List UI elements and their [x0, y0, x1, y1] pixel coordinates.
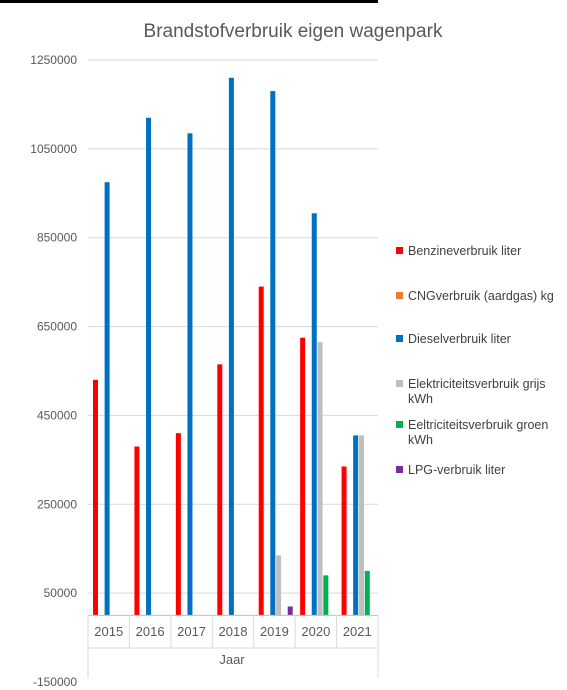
bar-benzineverbruik-2020 — [300, 337, 306, 616]
y-tick-label: 1050000 — [30, 142, 77, 156]
x-tick-label: 2020 — [301, 624, 330, 639]
bar-dieselverbruik-2018 — [228, 77, 234, 616]
y-tick-label: 1250000 — [30, 53, 77, 67]
bar-benzineverbruik-2015 — [93, 379, 98, 616]
bar-eeltriciteitsverbruik-2021 — [364, 570, 370, 616]
x-tick-label: 2018 — [219, 624, 248, 639]
bar-benzineverbruik-2018 — [217, 364, 223, 616]
legend-item-diesel: Dieselverbruik liter — [396, 332, 566, 347]
bar-dieselverbruik-2019 — [270, 91, 276, 616]
bar-dieselverbruik-2015 — [104, 182, 110, 616]
bar-benzineverbruik-2016 — [134, 446, 140, 616]
bar-lpg-verbruik-2019 — [287, 606, 293, 616]
bar-elektriciteitsverbruik-2019 — [276, 555, 282, 616]
x-tick-label: 2021 — [343, 624, 372, 639]
bar-dieselverbruik-2016 — [146, 117, 152, 616]
bars — [93, 77, 370, 616]
legend-swatch-cng — [396, 292, 403, 299]
legend-swatch-lpg — [396, 466, 403, 473]
legend-label-benzine: Benzineverbruik liter — [408, 244, 522, 258]
x-tick-label: 2015 — [94, 624, 123, 639]
x-tick-label: 2019 — [260, 624, 289, 639]
legend-item-lpg: LPG-verbruik liter — [396, 463, 566, 478]
x-axis: 2015 2016 2017 2018 2019 2020 2021 — [87, 614, 379, 678]
bar-elektriciteitsverbruik-2021 — [358, 435, 364, 616]
chart-title: Brandstofverbruik eigen wagenpark — [144, 21, 443, 42]
legend-item-elek-groen: Eeltriciteitsverbruik groen kWh — [396, 418, 566, 448]
legend-swatch-elek-groen — [396, 421, 403, 428]
bar-benzineverbruik-2021 — [341, 466, 347, 616]
legend-label-elek-grijs: Elektriciteitsverbruik grijs kWh — [408, 377, 546, 406]
legend-swatch-benzine — [396, 247, 403, 254]
legend-swatch-diesel — [396, 335, 403, 342]
y-tick-label: 650000 — [37, 320, 77, 334]
legend-item-benzine: Benzineverbruik liter — [396, 244, 566, 259]
x-tick-label: 2016 — [136, 624, 165, 639]
legend-swatch-elek-grijs — [396, 380, 403, 387]
y-tick-label: 50000 — [44, 586, 78, 600]
bar-eeltriciteitsverbruik-2020 — [323, 575, 329, 616]
legend-item-cng: CNGverbruik (aardgas) kg — [396, 289, 566, 304]
y-tick-label: 450000 — [37, 408, 77, 422]
x-axis-title: Jaar — [219, 652, 245, 667]
legend-label-diesel: Dieselverbruik liter — [408, 332, 511, 346]
legend-item-elek-grijs: Elektriciteitsverbruik grijs kWh — [396, 377, 566, 407]
legend-label-lpg: LPG-verbruik liter — [408, 463, 506, 477]
bar-dieselverbruik-2017 — [187, 133, 193, 616]
legend-label-elek-groen: Eeltriciteitsverbruik groen kWh — [408, 418, 549, 447]
y-axis-tick-labels: 1250000 1050000 850000 650000 450000 250000 50… — [30, 53, 77, 689]
y-tick-label: 850000 — [37, 231, 77, 245]
top-border — [0, 0, 378, 3]
y-tick-label: 250000 — [37, 497, 77, 511]
bar-benzineverbruik-2017 — [175, 433, 181, 616]
bar-dieselverbruik-2020 — [311, 213, 317, 616]
legend-label-cng: CNGverbruik (aardgas) kg — [408, 289, 554, 303]
bar-elektriciteitsverbruik-2020 — [317, 342, 323, 616]
y-tick-label: -150000 — [33, 675, 77, 689]
bar-dieselverbruik-2021 — [353, 435, 359, 616]
bar-benzineverbruik-2019 — [258, 286, 264, 616]
x-tick-label: 2017 — [177, 624, 206, 639]
